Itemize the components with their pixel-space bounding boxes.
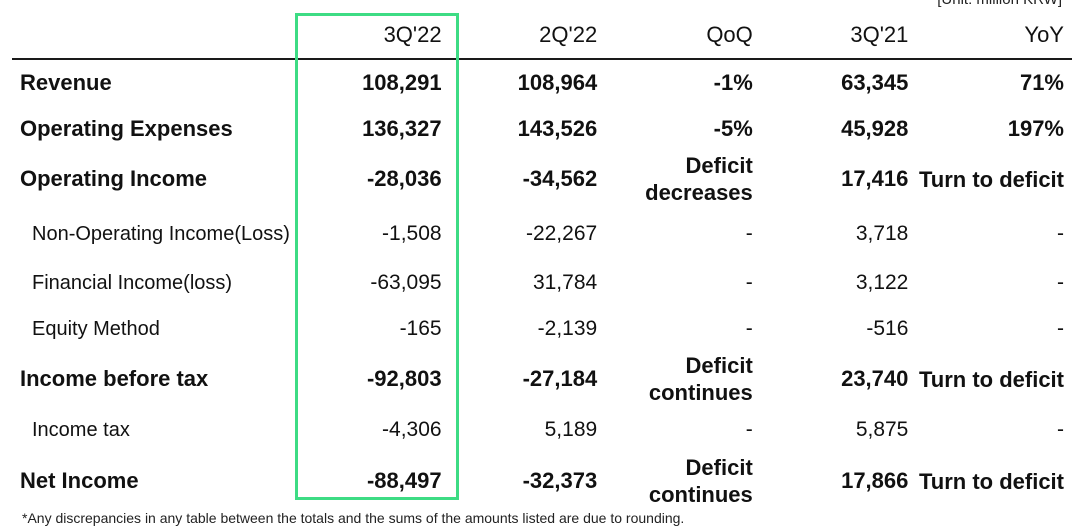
- cell-3q21: 3,122: [855, 271, 909, 294]
- cell-qoq: -: [745, 271, 753, 294]
- cell-2q22: 108,964: [517, 70, 598, 95]
- cell-qoq: -1%: [713, 70, 753, 95]
- cell-2q22: 143,526: [517, 115, 598, 141]
- cell-qoq: Deficit continues: [648, 353, 753, 405]
- cell-yoy: 71%: [1019, 70, 1064, 95]
- cell-2q22: 31,784: [532, 271, 598, 294]
- cell-3q22: -4,306: [382, 418, 442, 441]
- cell-2q22: -22,267: [525, 221, 598, 245]
- income-statement-table: 3Q'22 2Q'22 QoQ 3Q'21 YoY Revenue 108,29…: [12, 12, 1072, 509]
- cell-yoy: -: [1057, 316, 1064, 340]
- row-label: Financial Income(loss): [32, 272, 233, 294]
- header-3q21: 3Q'21: [760, 12, 917, 60]
- cell-2q22: -32,373: [522, 468, 598, 493]
- cell-3q22: -165: [399, 316, 442, 340]
- row-equity-method: Equity Method -165 -2,139 - -516 -: [12, 306, 1072, 351]
- cell-qoq: -: [745, 418, 753, 441]
- row-income-before-tax: Income before tax -92,803 -27,184 Defici…: [12, 351, 1072, 407]
- cell-3q21: 63,345: [841, 70, 909, 95]
- row-label: Equity Method: [32, 317, 160, 340]
- header-row: 3Q'22 2Q'22 QoQ 3Q'21 YoY: [12, 12, 1072, 60]
- row-label: Net Income: [20, 468, 139, 493]
- cell-3q22: -88,497: [366, 468, 442, 493]
- cell-2q22: 5,189: [544, 418, 598, 441]
- row-label: Revenue: [20, 70, 112, 95]
- cell-3q21: 23,740: [841, 366, 909, 391]
- header-yoy: YoY: [916, 12, 1072, 60]
- cell-3q22: -63,095: [370, 271, 442, 294]
- row-label: Operating Expenses: [20, 115, 233, 141]
- row-revenue: Revenue 108,291 108,964 -1% 63,345 71%: [12, 59, 1072, 106]
- cell-3q22: 108,291: [362, 70, 442, 95]
- cell-2q22: -2,139: [537, 316, 598, 340]
- cell-3q22: -92,803: [366, 366, 442, 391]
- cell-qoq: -5%: [713, 115, 753, 141]
- header-2q22: 2Q'22: [449, 12, 606, 60]
- row-financial-income: Financial Income(loss) -63,095 31,784 - …: [12, 260, 1072, 306]
- cell-3q21: 17,866: [841, 468, 909, 493]
- cell-2q22: -34,562: [522, 166, 598, 191]
- header-qoq: QoQ: [605, 12, 761, 60]
- cell-2q22: -27,184: [522, 366, 598, 391]
- cell-yoy: -: [1057, 418, 1064, 441]
- cell-3q22: -1,508: [382, 221, 442, 245]
- cell-yoy: -: [1057, 271, 1064, 294]
- cell-3q21: -516: [866, 316, 909, 340]
- cell-3q21: 17,416: [841, 166, 909, 191]
- header-empty: [12, 12, 294, 60]
- cell-3q22: -28,036: [366, 166, 442, 191]
- cell-yoy: 197%: [1007, 115, 1064, 141]
- unit-note: [Unit: million KRW]: [937, 0, 1062, 8]
- cell-yoy: -: [1057, 221, 1064, 245]
- header-3q22: 3Q'22: [294, 12, 450, 60]
- cell-qoq: Deficit decreases: [645, 153, 753, 205]
- cell-3q21: 45,928: [841, 115, 909, 141]
- row-operating-income: Operating Income -28,036 -34,562 Deficit…: [12, 151, 1072, 207]
- footnote: *Any discrepancies in any table between …: [22, 510, 685, 526]
- cell-qoq: -: [745, 316, 753, 340]
- row-net-income: Net Income -88,497 -32,373 Deficit conti…: [12, 453, 1072, 509]
- cell-qoq: Deficit continues: [648, 455, 753, 507]
- row-label: Non-Operating Income(Loss): [32, 222, 290, 245]
- row-label: Income before tax: [20, 366, 209, 391]
- cell-qoq: -: [745, 221, 753, 245]
- cell-3q21: 3,718: [855, 221, 909, 245]
- cell-yoy: Turn to deficit: [918, 366, 1064, 392]
- cell-yoy: Turn to deficit: [918, 468, 1064, 494]
- cell-yoy: Turn to deficit: [918, 166, 1064, 192]
- row-operating-expenses: Operating Expenses 136,327 143,526 -5% 4…: [12, 106, 1072, 151]
- row-income-tax: Income tax -4,306 5,189 - 5,875 -: [12, 407, 1072, 453]
- row-label: Operating Income: [20, 166, 208, 191]
- cell-3q21: 5,875: [855, 418, 909, 441]
- row-label: Income tax: [32, 419, 130, 441]
- row-non-operating-income: Non-Operating Income(Loss) -1,508 -22,26…: [12, 207, 1072, 260]
- cell-3q22: 136,327: [362, 115, 442, 141]
